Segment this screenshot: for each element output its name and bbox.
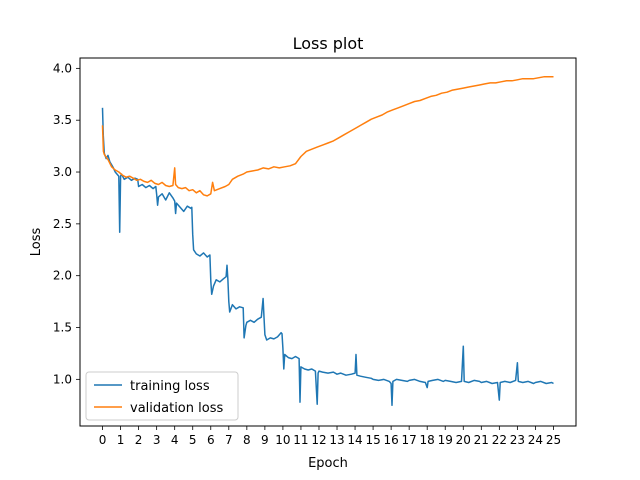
x-tick-label: 17 [402,433,417,447]
x-tick-label: 0 [99,433,107,447]
legend-label-validation: validation loss [130,401,223,416]
plot-lines [101,75,554,407]
x-tick-label: 13 [329,433,344,447]
x-tick-label: 15 [365,433,380,447]
x-tick-label: 19 [438,433,453,447]
x-tick-label: 7 [225,433,233,447]
x-tick-label: 22 [492,433,507,447]
y-tick-label: 1.5 [53,321,72,335]
plot-frame [79,57,577,427]
x-tick-label: 3 [153,433,161,447]
series-line-training-loss [101,107,554,407]
x-tick-label: 25 [546,433,561,447]
x-tick-label: 24 [528,433,543,447]
y-axis-ticks: 1.0 1.5 2.0 2.5 3.0 3.5 4.0 [53,61,80,386]
legend-label-training: training loss [130,379,210,394]
series-line-validation-loss [101,75,554,197]
x-tick-label: 8 [243,433,251,447]
y-tick-label: 3.5 [53,113,72,127]
x-tick-label: 23 [510,433,525,447]
x-tick-label: 10 [275,433,290,447]
x-tick-label: 20 [456,433,471,447]
x-tick-label: 5 [189,433,197,447]
chart-title: Loss plot [293,34,364,53]
x-axis-ticks: 0 1 2 3 4 5 6 7 8 9 10 11 12 13 14 15 16 17 18 19 20 21 22 23 24… [99,426,561,447]
x-tick-label: 1 [117,433,125,447]
x-tick-label: 21 [474,433,489,447]
y-tick-label: 4.0 [53,61,72,75]
x-tick-label: 6 [207,433,215,447]
y-tick-label: 3.0 [53,165,72,179]
x-tick-label: 9 [261,433,269,447]
x-tick-label: 16 [383,433,398,447]
x-axis-label: Epoch [308,456,348,471]
y-tick-label: 1.0 [53,372,72,386]
x-tick-label: 11 [293,433,308,447]
y-tick-label: 2.0 [53,269,72,283]
y-tick-label: 2.5 [53,217,72,231]
x-tick-label: 2 [135,433,143,447]
y-axis-label: Loss [29,228,44,257]
legend-box [85,371,239,421]
x-tick-label: 12 [311,433,326,447]
x-tick-label: 4 [171,433,179,447]
x-tick-label: 14 [347,433,362,447]
x-tick-label: 18 [420,433,435,447]
legend: training loss validation loss [85,371,239,421]
